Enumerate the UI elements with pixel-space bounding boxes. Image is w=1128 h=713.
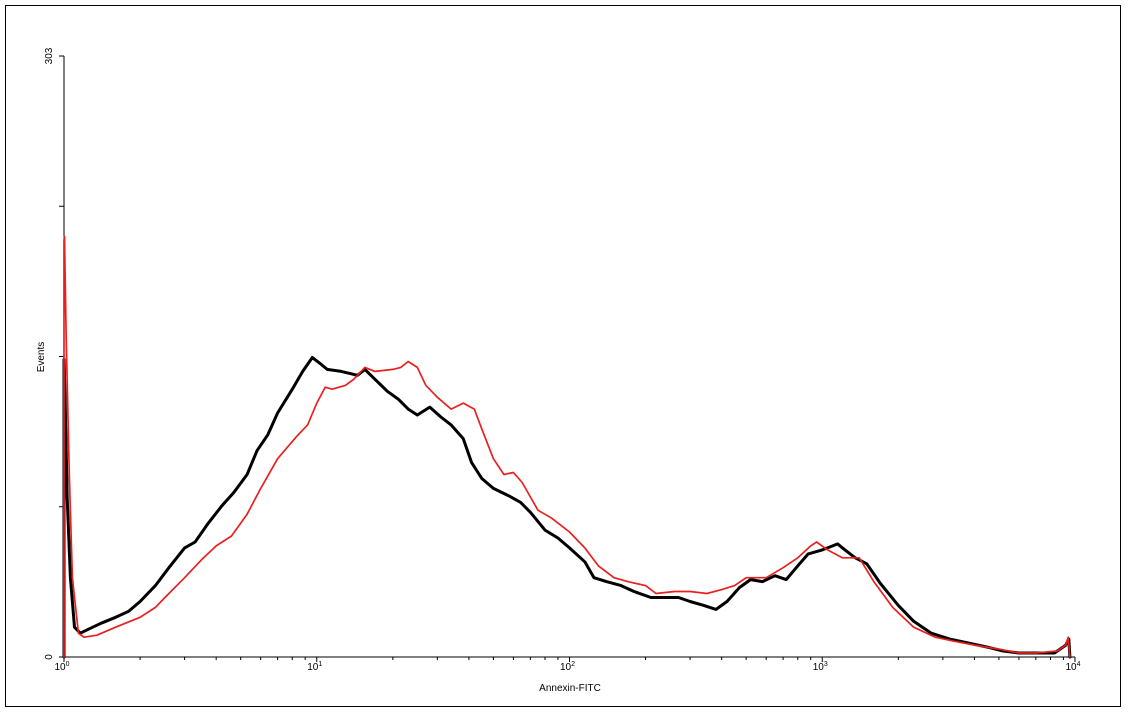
chart-frame — [5, 5, 1121, 707]
series-line-1 — [62, 356, 1072, 659]
series-group — [62, 235, 1072, 659]
y-axis-label: Events — [36, 342, 47, 373]
x-tick-label: 102 — [560, 661, 575, 673]
y-ticks: 0 303 — [44, 47, 64, 660]
x-tick-label: 103 — [813, 661, 828, 673]
y-tick-label: 0 — [44, 654, 55, 660]
x-ticks: 100 101 102 103 104 — [54, 657, 1081, 673]
x-tick-label: 100 — [54, 661, 69, 673]
series-line-2 — [63, 235, 1071, 658]
x-tick-label: 101 — [307, 661, 322, 673]
axes — [63, 56, 1075, 658]
x-tick-label: 104 — [1065, 661, 1080, 673]
x-axis-label: Annexin-FITC — [539, 683, 601, 694]
y-tick-label: 303 — [44, 47, 55, 64]
